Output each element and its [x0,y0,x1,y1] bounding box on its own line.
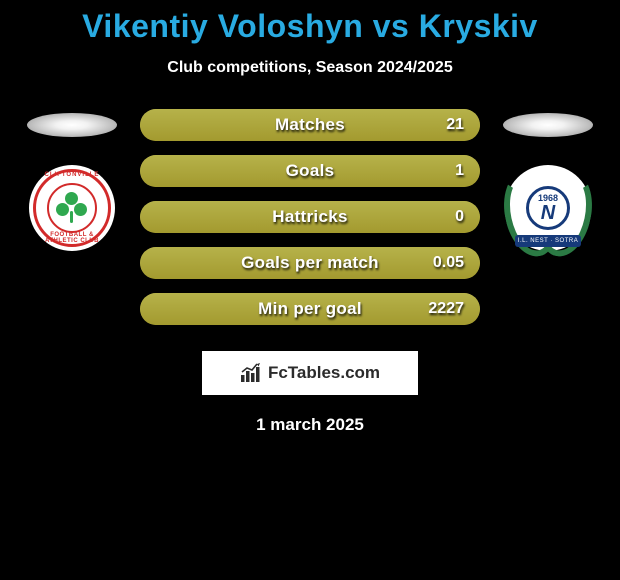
player1-silhouette-base [27,113,117,137]
badge-left-top-text: CLIFTONVILLE [35,172,109,178]
stat-value-right: 2227 [428,293,464,325]
brand-box: FcTables.com [202,351,418,395]
chart-icon [240,363,262,383]
badge-left-inner [47,183,97,233]
left-column: CLIFTONVILLE FOOTBALL & ATHLETIC CLUB [22,103,122,251]
page-title: Vikentiy Voloshyn vs Kryskiv [0,8,620,45]
stat-bar: Goals1 [140,155,480,187]
stat-value-right: 0 [455,201,464,233]
player2-silhouette-base [503,113,593,137]
right-column: 1968 N I.L. NEST · SOTRA [498,103,598,251]
badge-right-ribbon: I.L. NEST · SOTRA [515,235,581,247]
content-row: CLIFTONVILLE FOOTBALL & ATHLETIC CLUB Ma… [0,103,620,325]
stat-label: Matches [140,109,480,141]
subtitle: Club competitions, Season 2024/2025 [0,59,620,77]
stat-bar: Min per goal2227 [140,293,480,325]
club-badge-right: 1968 N I.L. NEST · SOTRA [505,165,591,251]
player2-name: Kryskiv [419,8,538,44]
stat-bar: Matches21 [140,109,480,141]
badge-right-center: 1968 N [526,186,570,230]
stat-label: Hattricks [140,201,480,233]
comparison-card: Vikentiy Voloshyn vs Kryskiv Club compet… [0,0,620,435]
shamrock-icon [57,193,87,223]
stat-label: Goals per match [140,247,480,279]
stat-label: Goals [140,155,480,187]
date-line: 1 march 2025 [0,415,620,435]
badge-right-letter: N [541,203,555,223]
badge-left-bottom-text: FOOTBALL & ATHLETIC CLUB [35,232,109,244]
brand-text: FcTables.com [268,363,380,383]
stat-value-right: 0.05 [433,247,464,279]
player1-name: Vikentiy Voloshyn [82,8,363,44]
club-badge-left: CLIFTONVILLE FOOTBALL & ATHLETIC CLUB [29,165,115,251]
stat-bar: Goals per match0.05 [140,247,480,279]
stat-value-right: 21 [446,109,464,141]
stat-bar: Hattricks0 [140,201,480,233]
stat-value-right: 1 [455,155,464,187]
title-vs: vs [363,8,418,44]
stats-bars: Matches21 Goals1 Hattricks0 Goals per match… [140,109,480,325]
